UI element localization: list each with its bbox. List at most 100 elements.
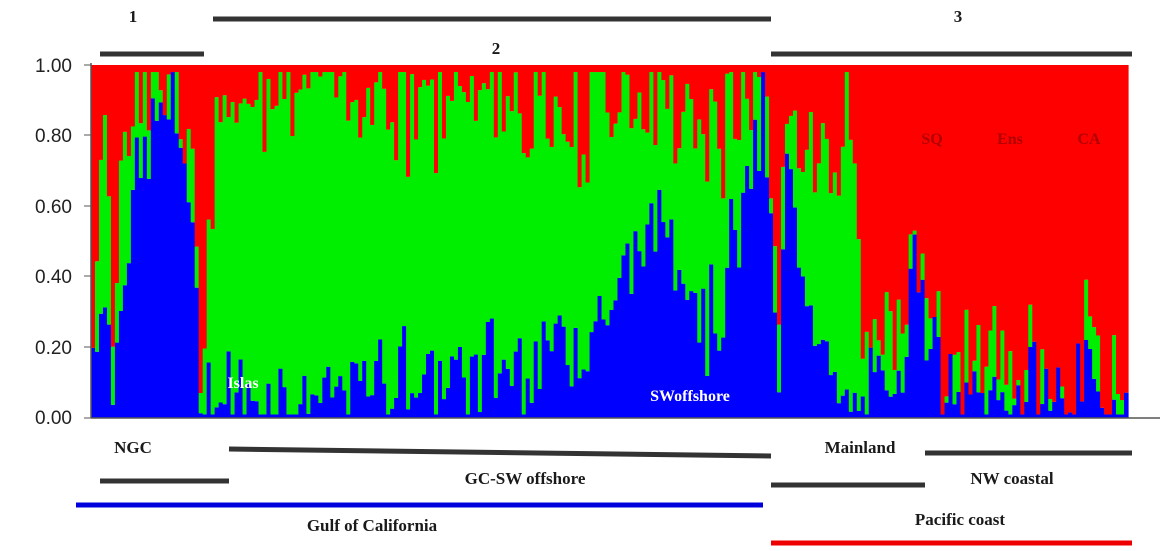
bar-red-segment <box>573 65 579 73</box>
bar-green-segment <box>573 72 579 328</box>
bar-red-segment <box>505 65 511 97</box>
bar-red-segment <box>629 65 635 129</box>
bar-green-segment <box>306 88 311 414</box>
bar-red-segment <box>210 65 216 229</box>
bar-blue-segment <box>398 346 403 418</box>
bar-green-segment <box>198 393 204 414</box>
bar-green-segment <box>709 89 714 265</box>
bar-green-segment <box>545 138 551 341</box>
bar-red-segment <box>812 65 818 193</box>
bar-red-segment <box>282 65 288 99</box>
bar-red-segment <box>1032 65 1037 342</box>
bar-red-segment <box>669 65 674 76</box>
bar-green-segment <box>781 166 786 250</box>
bar-green-segment <box>138 123 144 179</box>
bar-green-segment <box>190 148 196 223</box>
bar-green-segment <box>493 137 499 398</box>
bar-red-segment <box>912 65 918 231</box>
bar-green-segment <box>402 72 407 327</box>
bar-blue-segment <box>533 341 539 418</box>
bar-red-segment <box>924 65 930 299</box>
bar-red-segment <box>549 65 555 147</box>
bar-red-segment <box>1080 65 1085 402</box>
bar-blue-segment <box>517 338 523 418</box>
bar-red-segment <box>1012 65 1017 399</box>
bar-red-segment <box>398 65 403 73</box>
bar-red-segment <box>749 65 754 131</box>
bar-blue-segment <box>693 292 698 418</box>
bar-blue-segment <box>434 414 439 418</box>
bar-green-segment <box>617 112 623 278</box>
bar-green-segment <box>952 354 958 405</box>
bar-red-segment <box>234 65 240 123</box>
bar-red-segment <box>641 65 646 130</box>
bar-blue-segment <box>114 342 120 418</box>
bar-blue-segment <box>625 243 631 418</box>
bar-blue-segment <box>1000 392 1005 418</box>
bar-red-segment <box>872 65 878 320</box>
bar-blue-segment <box>944 402 950 418</box>
region-label-pacific: Pacific coast <box>915 510 1005 529</box>
bar-green-segment <box>721 198 726 338</box>
bar-green-segment <box>449 100 455 357</box>
bar-red-segment <box>1008 65 1013 352</box>
bar-red-segment <box>593 65 599 73</box>
bar-red-segment <box>900 65 906 334</box>
bar-red-segment <box>976 65 982 325</box>
bar-blue-segment <box>453 359 459 418</box>
bar-red-segment <box>222 65 228 96</box>
bar-green-segment <box>386 129 391 415</box>
bar-red-segment <box>677 65 682 149</box>
bar-green-segment <box>274 105 280 415</box>
bar-red-segment <box>920 65 926 254</box>
bar-green-segment <box>218 122 224 403</box>
bar-blue-segment <box>828 375 834 418</box>
bar-red-segment <box>414 65 419 140</box>
bar-red-segment <box>513 65 519 73</box>
bar-red-segment <box>892 65 898 370</box>
bar-green-segment <box>1084 279 1089 340</box>
bar-blue-segment <box>106 324 112 418</box>
bar-red-segment <box>940 65 946 415</box>
bar-blue-segment <box>497 373 503 418</box>
bar-blue-segment <box>122 285 128 418</box>
bar-blue-segment <box>940 414 946 418</box>
bar-red-segment <box>709 65 714 90</box>
bar-red-segment <box>461 65 467 93</box>
bar-green-segment <box>146 130 152 179</box>
bar-green-segment <box>282 99 288 388</box>
bar-green-segment <box>777 324 782 393</box>
bar-blue-segment <box>685 299 690 418</box>
bar-blue-segment <box>314 395 319 418</box>
bar-green-segment <box>438 72 443 361</box>
bar-green-segment <box>745 98 750 166</box>
bar-red-segment <box>537 65 543 96</box>
bar-blue-segment <box>928 348 934 418</box>
bar-green-segment <box>749 130 754 189</box>
bar-red-segment <box>657 65 662 73</box>
bar-blue-segment <box>593 321 599 418</box>
bar-green-segment <box>537 95 543 390</box>
y-tick-label: 0.00 <box>35 408 72 429</box>
bar-red-segment <box>605 65 611 113</box>
bar-blue-segment <box>91 347 96 418</box>
bar-green-segment <box>222 95 228 405</box>
bar-blue-segment <box>916 292 922 418</box>
bar-blue-segment <box>992 376 997 418</box>
bar-blue-segment <box>1012 405 1017 418</box>
bar-green-segment <box>1092 327 1097 379</box>
bar-red-segment <box>1076 65 1081 344</box>
bar-blue-segment <box>330 397 335 418</box>
cluster-label-2: 2 <box>492 39 501 58</box>
bar-red-segment <box>565 65 571 142</box>
bar-green-segment <box>964 309 970 383</box>
bar-red-segment <box>346 65 351 121</box>
bar-red-segment <box>621 65 627 73</box>
bar-green-segment <box>1096 335 1101 392</box>
bar-green-segment <box>956 352 962 392</box>
bar-blue-segment <box>334 386 339 418</box>
bar-green-segment <box>625 74 631 244</box>
bar-red-segment <box>1108 65 1113 415</box>
bar-blue-segment <box>761 72 766 418</box>
